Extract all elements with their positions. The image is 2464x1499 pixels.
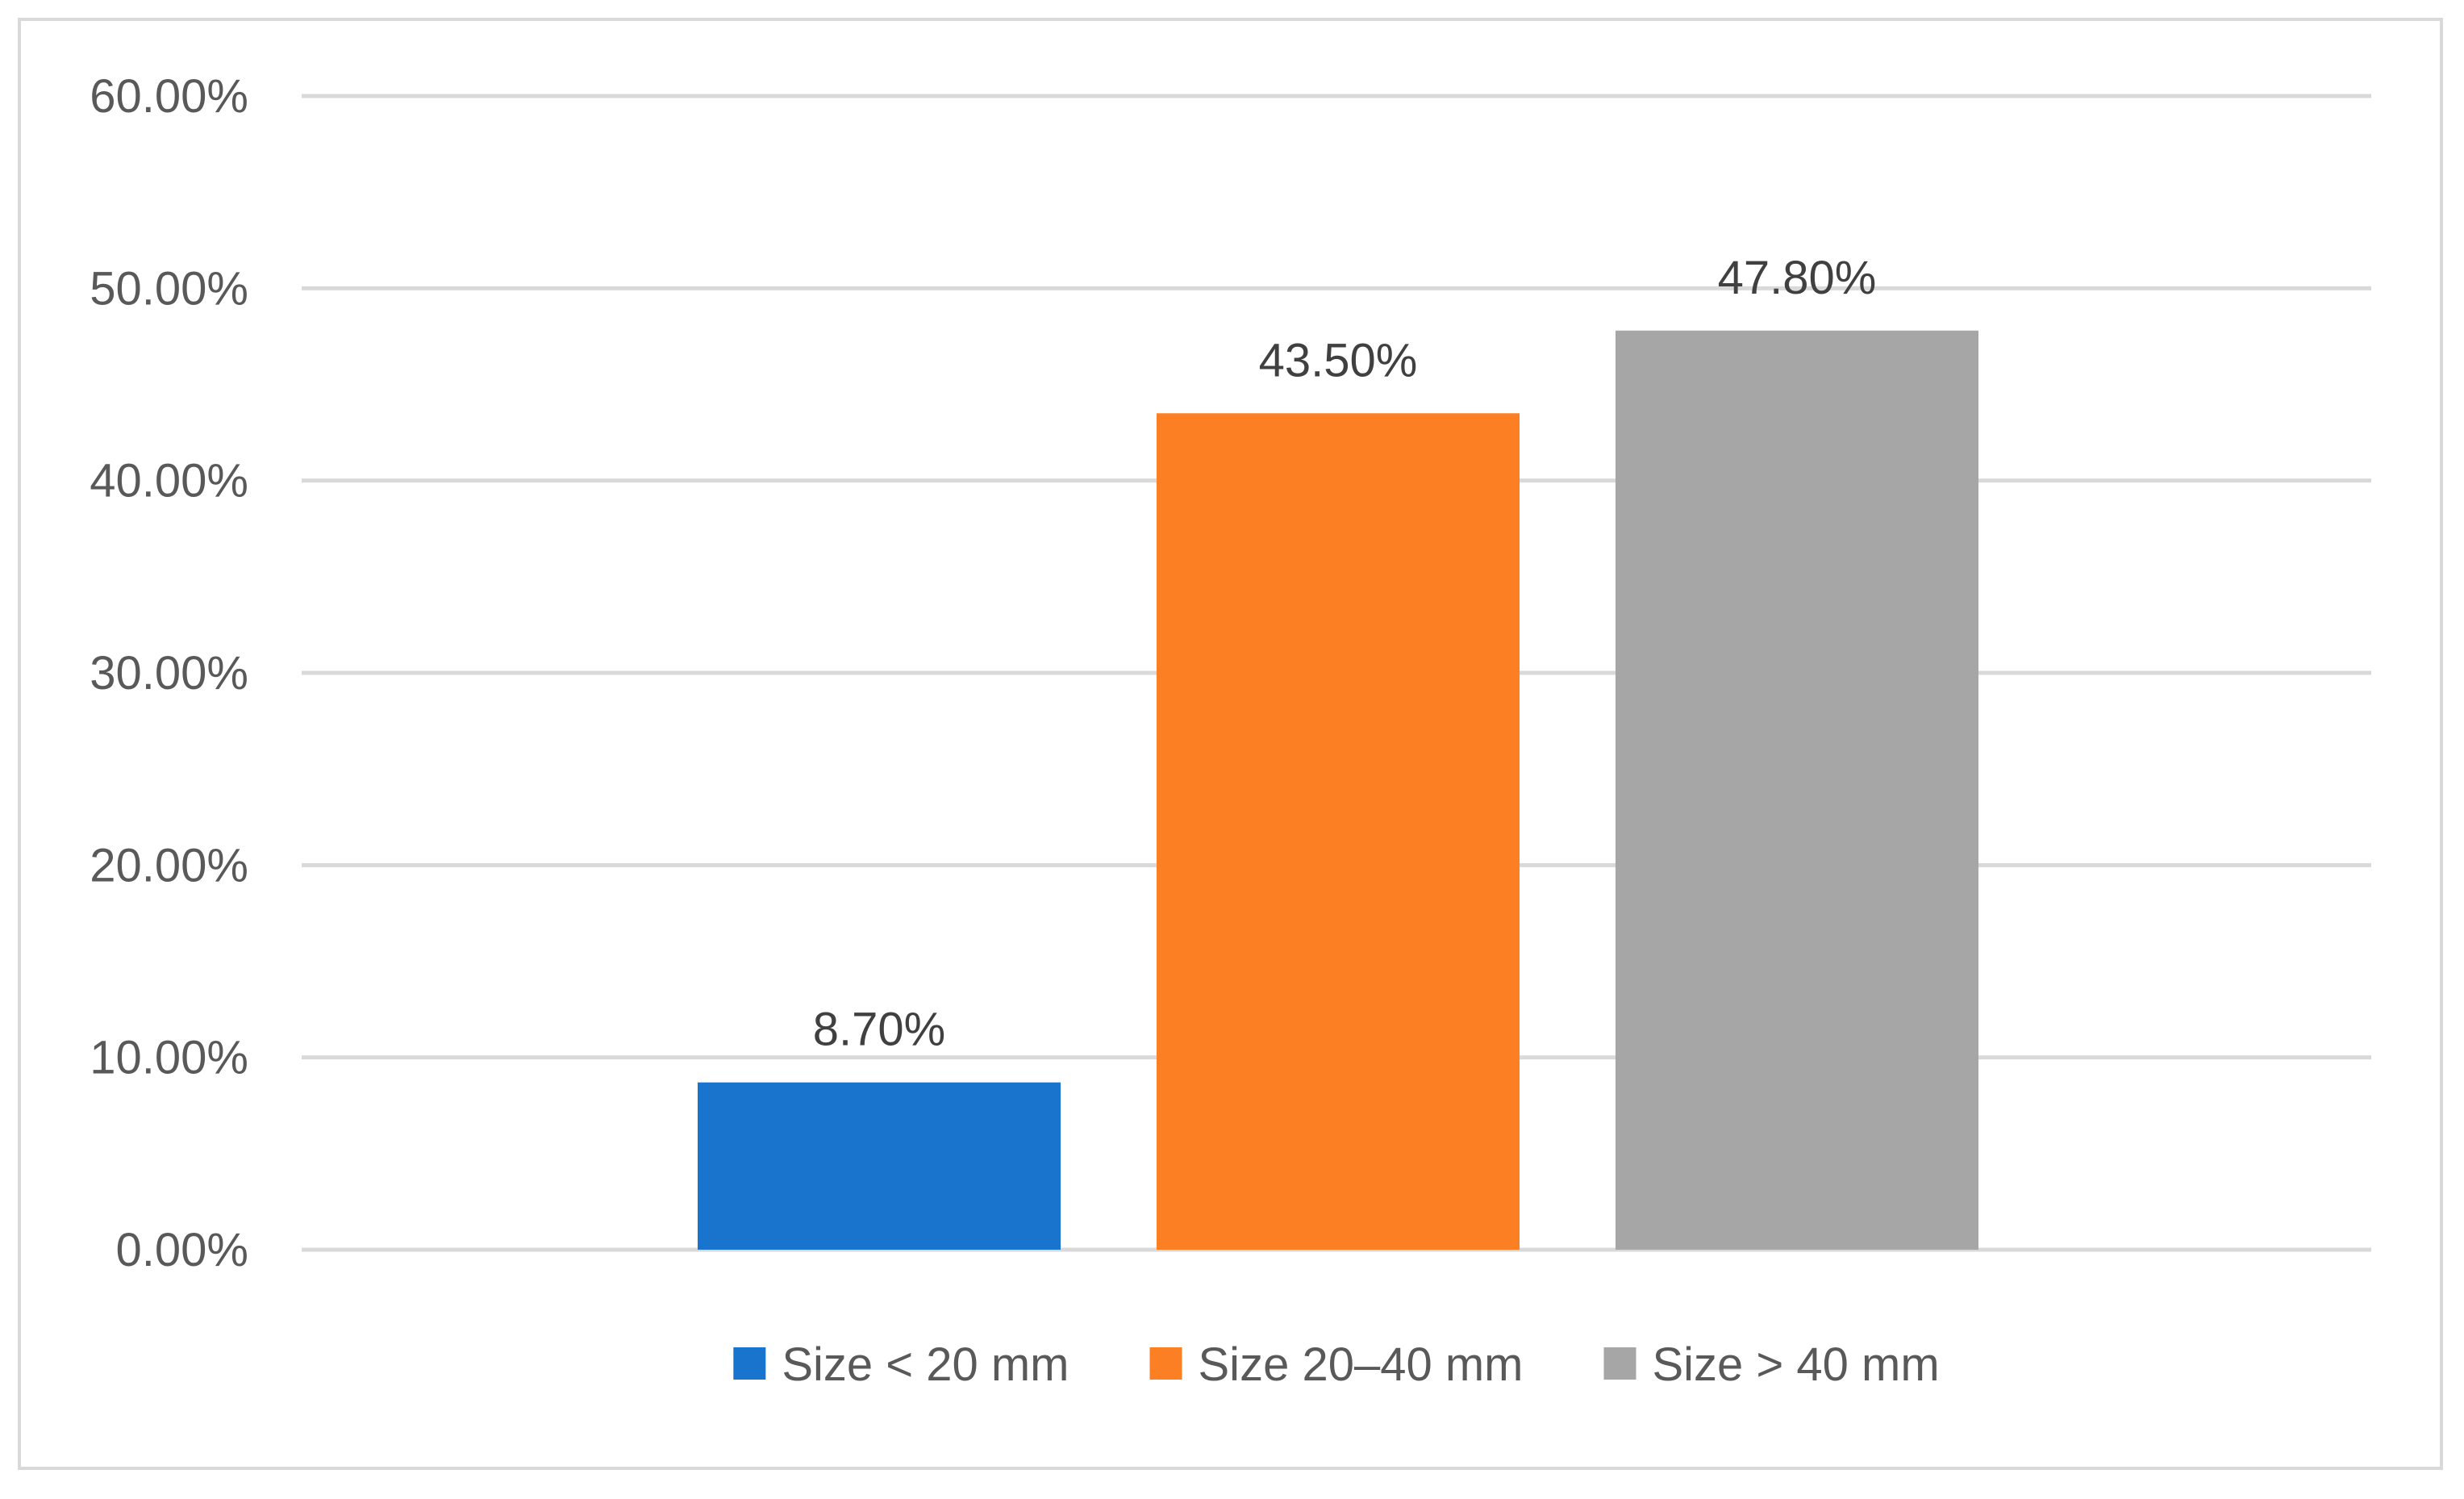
y-tick-label: 50.00% xyxy=(90,262,248,315)
bars xyxy=(698,330,1978,1251)
legend-swatch xyxy=(1603,1347,1636,1380)
y-tick-label: 60.00% xyxy=(90,70,248,123)
y-tick-label: 40.00% xyxy=(90,455,248,507)
legend-item: Size > 40 mm xyxy=(1603,1338,1940,1391)
bar-value-label: 47.80% xyxy=(1718,252,1877,304)
legend: Size < 20 mm Size 20–40 mm Size > 40 mm xyxy=(733,1338,1940,1391)
legend-item: Size 20–40 mm xyxy=(1149,1338,1524,1391)
bar-value-label: 8.70% xyxy=(813,1004,945,1056)
y-tick-label: 10.00% xyxy=(90,1032,248,1084)
legend-swatch xyxy=(1149,1347,1182,1380)
legend-swatch xyxy=(733,1347,766,1380)
bar xyxy=(1157,413,1520,1250)
bar xyxy=(698,1082,1061,1250)
y-tick-label: 20.00% xyxy=(90,839,248,891)
legend-label: Size < 20 mm xyxy=(782,1338,1069,1391)
y-axis-tick-labels: 0.00% 10.00% 20.00% 30.00% 40.00% 50.00% 60.00… xyxy=(90,70,248,1276)
bar-chart: 0.00% 10.00% 20.00% 30.00% 40.00% 50.00% 60.00… xyxy=(90,70,2371,1391)
legend-label: Size 20–40 mm xyxy=(1199,1338,1524,1391)
bar-value-label: 43.50% xyxy=(1259,334,1418,386)
data-labels: 8.70% 43.50% 47.80% xyxy=(813,252,1877,1056)
bar xyxy=(1616,330,1978,1251)
y-tick-label: 30.00% xyxy=(90,647,248,699)
legend-label: Size > 40 mm xyxy=(1652,1338,1939,1391)
y-tick-label: 0.00% xyxy=(116,1224,248,1276)
chart-frame: 0.00% 10.00% 20.00% 30.00% 40.00% 50.00% 60.00… xyxy=(18,18,2443,1470)
legend-item: Size < 20 mm xyxy=(733,1338,1069,1391)
